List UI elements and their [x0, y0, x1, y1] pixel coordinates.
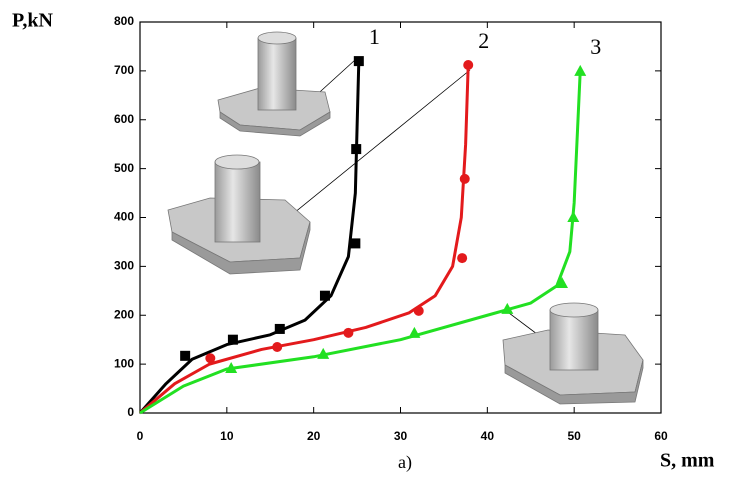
x-tick-label: 60 [654, 429, 668, 443]
x-tick-label: 10 [220, 429, 234, 443]
marker [350, 238, 360, 248]
marker [463, 60, 473, 70]
y-tick-label: 400 [114, 210, 134, 224]
series-label: 2 [478, 28, 489, 53]
marker [414, 306, 424, 316]
series-label: 1 [369, 24, 380, 49]
x-tick-label: 0 [137, 429, 144, 443]
chart: P,kN S, mm a) 0 100 200 300 400 500 600 700 800 0… [0, 0, 743, 483]
x-tick-label: 40 [481, 429, 495, 443]
marker [272, 342, 282, 352]
series-label: 3 [590, 34, 601, 59]
marker [354, 56, 364, 66]
marker [343, 328, 353, 338]
x-tick-label: 30 [394, 429, 408, 443]
x-tick-label: 20 [307, 429, 321, 443]
marker [567, 211, 579, 222]
y-tick-label: 100 [114, 356, 134, 370]
y-tick-label: 700 [114, 63, 134, 77]
marker [457, 253, 467, 263]
marker [460, 174, 470, 184]
caption: a) [398, 452, 412, 473]
y-tick-label: 600 [114, 112, 134, 126]
y-tick-label: 0 [127, 405, 134, 419]
marker [351, 144, 361, 154]
y-tick-label: 300 [114, 259, 134, 273]
y-tick-label: 200 [114, 307, 134, 321]
marker [275, 324, 285, 334]
x-tick-label: 50 [567, 429, 581, 443]
y-tick-label: 500 [114, 161, 134, 175]
y-axis-label: P,kN [12, 10, 54, 32]
marker [180, 351, 190, 361]
x-axis-label: S, mm [660, 450, 715, 472]
marker [574, 65, 586, 76]
y-tick-label: 800 [114, 14, 134, 28]
marker [320, 291, 330, 301]
marker [228, 335, 238, 345]
marker [408, 327, 420, 338]
marker [205, 353, 215, 363]
